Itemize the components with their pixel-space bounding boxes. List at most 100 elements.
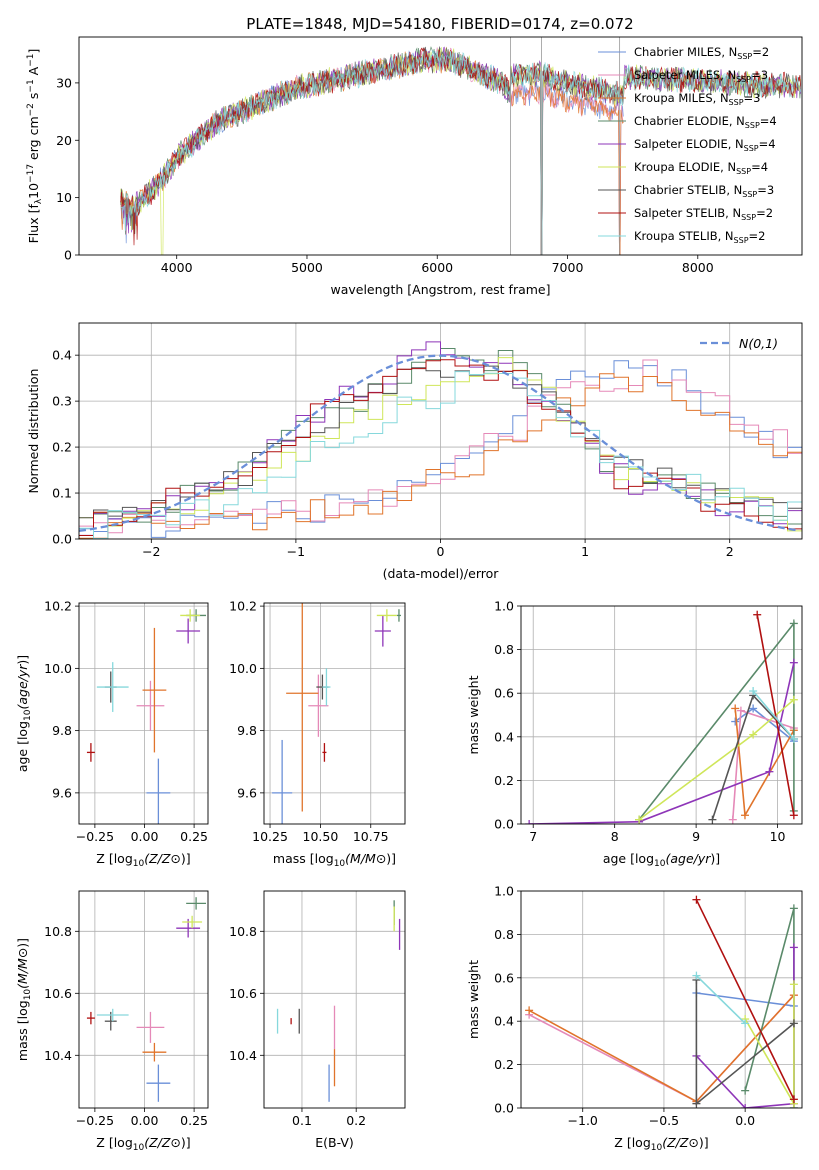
- x-axis-label: Z [log10(Z/Z⊙)]: [96, 1135, 190, 1153]
- y-tick-label: 10.8: [44, 924, 72, 939]
- errorbar-point: [86, 743, 95, 762]
- legend-entry: Chabrier ELODIE, NSSP=4: [634, 114, 777, 130]
- panel-EBV-vs-mass: 0.1 0.2 10.4 10.6 10.8 E(B-V): [229, 890, 406, 1150]
- errorbar-point: [136, 680, 165, 731]
- histogram-4: [79, 341, 802, 536]
- legend-entry: Salpeter STELIB, NSSP=2: [634, 206, 773, 222]
- legend-entry: Kroupa ELODIE, NSSP=4: [634, 160, 768, 176]
- weight-line-3: [744, 908, 795, 1108]
- weight-marker: [736, 706, 745, 715]
- x-tick-label: 10.25: [252, 829, 288, 844]
- x-tick-label: −0.5: [649, 1113, 679, 1128]
- y-tick-label: 0.2: [494, 773, 514, 788]
- x-tick-label: 0.25: [180, 829, 208, 844]
- x-axis-label: (data-model)/error: [383, 566, 500, 581]
- panel-Z-vs-weight: −1.0 −0.5 0.0 0.0 0.2 0.4 0.6 0.8 1.0 Z [log10(Z/…: [466, 884, 803, 1153]
- x-axis-label: age [log10(age/yr)]: [603, 851, 720, 869]
- weight-marker: [789, 695, 798, 704]
- x-axis-label: Z [log10(Z/Z⊙)]: [96, 851, 190, 869]
- errorbar-point: [146, 1064, 171, 1102]
- x-axis-label: Z [log10(Z/Z⊙)]: [614, 1135, 708, 1153]
- panel-residual-histogram: −2 −1 0 1 2 0.0 0.1 0.2 0.3 0.4 (data-model)/error…: [26, 322, 803, 581]
- weight-marker: [749, 730, 758, 739]
- x-axis-label: E(B-V): [315, 1135, 354, 1150]
- x-tick-label: 1: [581, 544, 589, 559]
- weight-marker: [789, 658, 798, 667]
- legend-entry: N(0,1): [739, 336, 778, 351]
- y-tick-label: 1.0: [494, 599, 514, 614]
- y-tick-label: 0.8: [494, 642, 514, 657]
- figure-title: PLATE=1848, MJD=54180, FIBERID=0174, z=0…: [246, 15, 633, 33]
- errorbar-point: [396, 609, 401, 622]
- y-tick-label: 0.3: [52, 394, 72, 409]
- errorbar-point: [272, 739, 293, 824]
- x-tick-label: 0.00: [131, 829, 159, 844]
- y-tick-label: 10.2: [229, 599, 257, 614]
- errorbar-point: [176, 618, 201, 644]
- y-tick-label: 0.1: [52, 486, 72, 501]
- axes-frame: [263, 890, 406, 1109]
- weight-marker: [525, 1006, 534, 1015]
- weight-line-7: [695, 899, 795, 1100]
- axes-frame: [78, 322, 803, 540]
- y-tick-label: 10.4: [44, 1048, 72, 1063]
- errorbar-point: [142, 1042, 167, 1062]
- errorbar-point: [142, 627, 167, 753]
- errorbar-point: [180, 609, 201, 622]
- weight-line-1: [528, 994, 795, 1103]
- x-tick-label: −1: [287, 544, 305, 559]
- y-tick-label: 20: [56, 133, 72, 148]
- weight-marker: [789, 1095, 798, 1104]
- axes-frame: [520, 605, 803, 825]
- weight-marker: [731, 717, 740, 726]
- errorbar-point: [286, 603, 319, 812]
- weight-marker: [789, 1019, 798, 1028]
- legend-entry: Kroupa MILES, NSSP=3: [634, 91, 760, 107]
- errorbar-point: [376, 609, 397, 622]
- x-tick-label: 10.75: [353, 829, 389, 844]
- x-tick-label: −2: [142, 544, 160, 559]
- spectrum-line-8: [120, 49, 802, 255]
- y-tick-label: 9.8: [237, 723, 257, 738]
- weight-marker: [728, 815, 737, 824]
- x-tick-label: −1.0: [568, 1113, 598, 1128]
- x-tick-label: −0.25: [76, 829, 114, 844]
- y-tick-label: 0.0: [494, 817, 514, 832]
- errorbar-point: [308, 674, 329, 737]
- y-tick-label: 1.0: [494, 884, 514, 899]
- x-tick-label: 5000: [291, 260, 323, 275]
- errorbar-point: [186, 897, 207, 910]
- axes-frame: [78, 602, 209, 825]
- x-tick-label: 10: [770, 829, 786, 844]
- plot-area: [521, 891, 802, 1108]
- y-tick-label: 10.6: [44, 986, 72, 1001]
- x-tick-label: 0: [437, 544, 445, 559]
- weight-line-4: [529, 662, 795, 824]
- y-tick-label: 0.6: [494, 970, 514, 985]
- plot-area: [79, 603, 208, 824]
- x-tick-label: 7000: [552, 260, 584, 275]
- weight-marker: [741, 1086, 750, 1095]
- x-tick-label: 6000: [421, 260, 453, 275]
- panel-spectrum: 4000 5000 6000 7000 8000 0 10 20 30 wavelength [A…: [26, 36, 803, 297]
- y-tick-label: 0.2: [494, 1057, 514, 1072]
- legend-entry: Kroupa STELIB, NSSP=2: [634, 229, 765, 245]
- y-tick-label: 0.4: [52, 348, 72, 363]
- plot-area: [264, 891, 405, 1108]
- x-tick-label: 4000: [161, 260, 193, 275]
- panel-age-vs-weight: 7 8 9 10 0.0 0.2 0.4 0.6 0.8 1.0 age [log10(age/yr…: [466, 599, 803, 869]
- normal-curve: [79, 354, 800, 533]
- errorbar-point: [96, 1008, 129, 1022]
- weight-marker: [731, 704, 740, 713]
- x-axis-label: mass [log10(M/M⊙)]: [273, 851, 396, 869]
- errorbar-point: [86, 1011, 95, 1025]
- y-tick-label: 10.6: [229, 986, 257, 1001]
- weight-line-8: [695, 975, 746, 1024]
- panel-mass-vs-age: 10.25 10.50 10.75 9.6 9.8 10.0 10.2 mass [log10…: [229, 599, 406, 869]
- y-axis-label: Normed distribution: [26, 369, 41, 494]
- weight-marker: [749, 704, 758, 713]
- errorbar-point: [146, 758, 171, 824]
- y-axis-label: Flux [fλ10−17 erg cm−2 s−1 A−1]: [26, 49, 44, 244]
- legend-entry: Salpeter MILES, NSSP=3: [634, 68, 768, 84]
- y-tick-label: 0.0: [494, 1101, 514, 1116]
